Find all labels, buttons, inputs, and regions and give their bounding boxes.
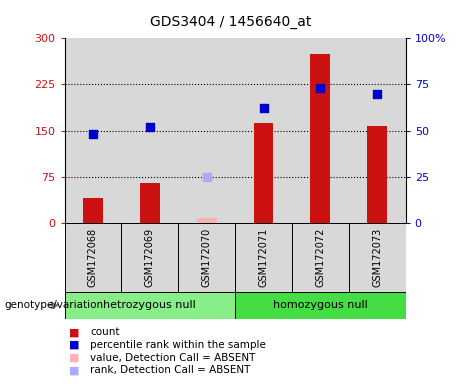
Text: ■: ■ — [69, 353, 80, 362]
Text: GSM172071: GSM172071 — [259, 228, 269, 287]
Bar — [235, 223, 292, 292]
Text: count: count — [90, 327, 119, 337]
Bar — [349, 223, 406, 292]
Text: rank, Detection Call = ABSENT: rank, Detection Call = ABSENT — [90, 365, 250, 375]
Bar — [65, 292, 235, 319]
Text: GSM172073: GSM172073 — [372, 228, 382, 287]
Text: GSM172069: GSM172069 — [145, 228, 155, 287]
Point — [203, 174, 210, 180]
Point — [373, 91, 381, 97]
Point — [146, 124, 154, 130]
Bar — [83, 198, 103, 223]
Point — [260, 105, 267, 111]
Text: value, Detection Call = ABSENT: value, Detection Call = ABSENT — [90, 353, 255, 362]
Text: GSM172072: GSM172072 — [315, 228, 325, 287]
Bar — [121, 223, 178, 292]
Bar — [235, 292, 406, 319]
Bar — [65, 223, 121, 292]
Bar — [140, 183, 160, 223]
Text: ■: ■ — [69, 365, 80, 375]
Text: percentile rank within the sample: percentile rank within the sample — [90, 340, 266, 350]
Point — [89, 131, 97, 137]
Bar — [367, 126, 387, 223]
Text: GSM172068: GSM172068 — [88, 228, 98, 287]
Text: genotype/variation: genotype/variation — [5, 300, 104, 310]
Bar — [292, 223, 349, 292]
Text: hetrozygous null: hetrozygous null — [103, 300, 196, 310]
Text: ■: ■ — [69, 340, 80, 350]
Text: GDS3404 / 1456640_at: GDS3404 / 1456640_at — [150, 15, 311, 29]
Bar — [310, 54, 331, 223]
Text: GSM172070: GSM172070 — [201, 228, 212, 287]
Text: homozygous null: homozygous null — [273, 300, 368, 310]
Bar — [178, 223, 235, 292]
Bar — [254, 122, 273, 223]
Text: ■: ■ — [69, 327, 80, 337]
Point — [317, 85, 324, 91]
Bar — [197, 218, 217, 223]
